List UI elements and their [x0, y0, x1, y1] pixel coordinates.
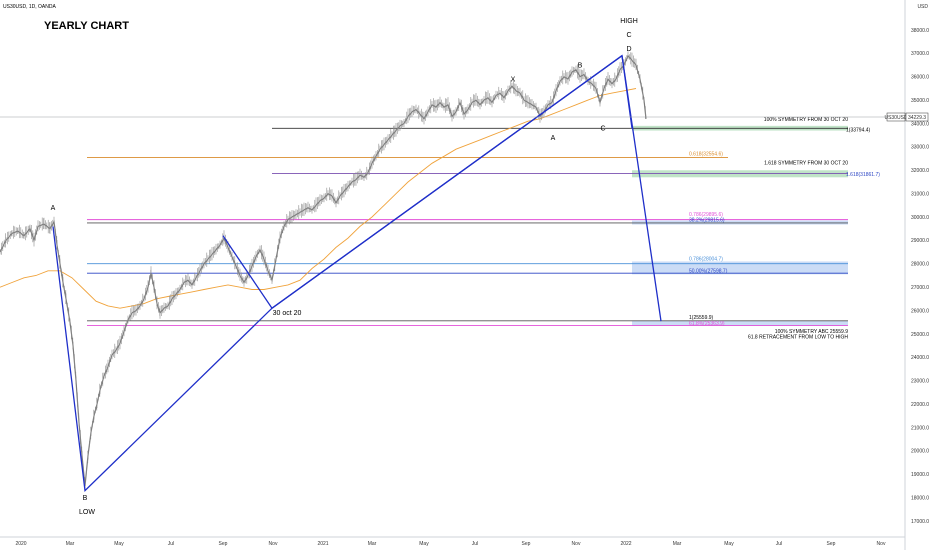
y-tick-label: 33000.0 [911, 145, 929, 151]
x-tick-label: Nov [269, 541, 278, 547]
moving-average [0, 88, 637, 309]
y-tick-label: 37000.0 [911, 51, 929, 57]
wave-label: D [626, 46, 631, 53]
x-tick-label: 2021 [317, 541, 328, 547]
x-tick-label: Jul [168, 541, 174, 547]
price-tag-value-box [905, 112, 929, 122]
price-tag-value: 34229.3 [908, 115, 926, 121]
level-annotation: 50.00%(27598.7) [689, 269, 728, 275]
wave-label: 30 oct 20 [273, 310, 302, 317]
x-tick-label: May [114, 541, 124, 547]
x-tick-label: May [724, 541, 734, 547]
y-tick-label: 31000.0 [911, 192, 929, 198]
level-annotation: 1(25559.9) [689, 315, 714, 321]
chart-title: YEARLY CHART [44, 20, 129, 32]
y-tick-label: 18000.0 [911, 495, 929, 501]
x-tick-label: Mar [66, 541, 75, 547]
x-tick-label: Jul [776, 541, 782, 547]
wave-label: HIGH [620, 18, 638, 25]
y-tick-label: 34000.0 [911, 121, 929, 127]
y-tick-label: 22000.0 [911, 402, 929, 408]
level-annotation: 0.618(32554.6) [689, 152, 723, 158]
x-tick-label: 2020 [15, 541, 26, 547]
ma-line [0, 88, 637, 309]
y-tick-label: 38000.0 [911, 28, 929, 34]
fib-levels [87, 127, 848, 326]
x-tick-label: Sep [827, 541, 836, 547]
x-tick-label: Mar [368, 541, 377, 547]
y-tick-label: 26000.0 [911, 308, 929, 314]
x-tick-label: Jul [472, 541, 478, 547]
abc-wave-lines [52, 54, 662, 492]
level-annotation: 1(33794.4) [846, 128, 871, 134]
symbol-label: US30USD, 1D, OANDA [3, 4, 56, 10]
level-annotations: 100% SYMMETRY FROM 30 OCT 20 1(33794.4) 0.… [689, 117, 880, 340]
wave-label: LOW [79, 509, 95, 516]
x-tick-label: Sep [522, 541, 531, 547]
wave-label: B [578, 62, 583, 69]
level-annotation: 0.786(28004.7) [689, 256, 723, 262]
y-tick-label: 35000.0 [911, 98, 929, 104]
level-annotation: 100% SYMMETRY FROM 30 OCT 20 [764, 117, 848, 123]
x-tick-label: Sep [219, 541, 228, 547]
wave-label: X [511, 76, 516, 83]
wave-label: C [626, 32, 631, 39]
y-tick-label: 32000.0 [911, 168, 929, 174]
y-tick-label: 23000.0 [911, 379, 929, 385]
y-tick-label: 24000.0 [911, 355, 929, 361]
level-annotation: 61.8 RETRACEMENT FROM LOW TO HIGH [748, 335, 848, 341]
target-zone [632, 320, 848, 326]
level-annotation: 100% SYMMETRY ABC 25559.9 [775, 329, 848, 335]
y-tick-label: 30000.0 [911, 215, 929, 221]
abc-wave-line [621, 55, 633, 129]
y-tick-label: 20000.0 [911, 449, 929, 455]
abc-wave-line [222, 235, 273, 309]
y-tick-label: 36000.0 [911, 75, 929, 81]
y-tick-label: 21000.0 [911, 425, 929, 431]
target-zones [632, 125, 848, 326]
y-tick-label: 25000.0 [911, 332, 929, 338]
level-annotation: 0.786(29895.6) [689, 212, 723, 218]
level-annotation: 1.618 SYMMETRY FROM 30 OCT 20 [764, 160, 848, 166]
y-tick-label: 19000.0 [911, 472, 929, 478]
axis-currency: USD [917, 4, 928, 10]
x-tick-label: Nov [877, 541, 886, 547]
x-tick-label: 2022 [620, 541, 631, 547]
level-annotation: 61.8%(25363.9) [689, 321, 725, 327]
x-tick-label: Mar [673, 541, 682, 547]
price-tag-symbol: US30USD [884, 115, 907, 121]
y-tick-label: 28000.0 [911, 262, 929, 268]
y-tick-label: 17000.0 [911, 519, 929, 525]
price-axis: 17000.0 18000.0 19000.0 20000.0 21000.0 22000… [911, 28, 929, 525]
level-annotation: 1.618(31861.7) [846, 172, 880, 178]
y-tick-label: 27000.0 [911, 285, 929, 291]
wave-label: A [51, 205, 56, 212]
y-tick-label: 29000.0 [911, 238, 929, 244]
wave-label: C [600, 126, 605, 133]
target-zone [632, 261, 848, 275]
abc-wave-line [271, 55, 623, 309]
time-axis: 2020 Mar May Jul Sep Nov 2021 Mar May Jul Sep Nov 20… [15, 541, 886, 547]
wave-label: B [83, 495, 88, 502]
level-annotation: 38.2%(29815.6) [689, 217, 725, 223]
x-tick-label: Nov [572, 541, 581, 547]
wave-label: A [551, 135, 556, 142]
x-tick-label: May [419, 541, 429, 547]
price-tag-symbol-box [886, 112, 906, 122]
